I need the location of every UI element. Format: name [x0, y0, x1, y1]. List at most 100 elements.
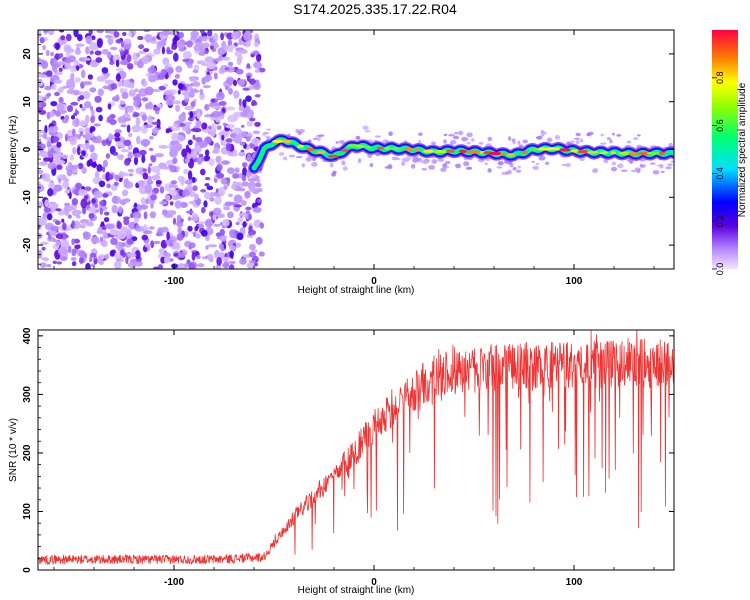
noise-blob — [225, 77, 235, 85]
ridge-scatter — [636, 168, 641, 174]
noise-blob — [237, 78, 246, 87]
noise-blob — [138, 44, 145, 50]
noise-blob — [144, 184, 153, 193]
noise-blob — [75, 244, 81, 248]
noise-blob — [38, 217, 47, 226]
noise-blob — [140, 139, 151, 147]
noise-blob — [228, 264, 235, 269]
noise-blob — [44, 85, 52, 91]
noise-blob — [70, 101, 79, 106]
ridge-scatter — [288, 154, 296, 158]
noise-blob — [249, 117, 256, 122]
noise-blob — [87, 74, 93, 80]
noise-blob — [68, 82, 76, 90]
noise-blob — [153, 240, 161, 245]
noise-blob — [62, 175, 67, 181]
noise-blob — [227, 167, 235, 175]
noise-blob — [133, 156, 139, 166]
ridge-scatter — [382, 139, 389, 144]
ridge-scatter — [401, 162, 405, 166]
noise-blob — [66, 105, 74, 112]
noise-blob — [96, 75, 107, 82]
noise-blob — [190, 89, 200, 94]
noise-blob — [215, 155, 222, 164]
noise-blob — [153, 266, 160, 269]
spectrogram-signal-ridge — [248, 125, 674, 177]
ridge-scatter — [656, 164, 663, 167]
noise-blob — [80, 69, 86, 79]
noise-blob — [224, 201, 232, 207]
ridge-scatter — [536, 135, 543, 140]
noise-blob — [102, 159, 108, 168]
snr-background — [38, 330, 674, 570]
ridge-scatter — [341, 160, 346, 166]
y-tick-label: 0 — [22, 146, 33, 152]
noise-blob — [38, 184, 45, 193]
noise-blob — [104, 79, 114, 85]
ridge-scatter — [496, 166, 503, 169]
noise-blob — [187, 139, 193, 146]
noise-blob — [216, 172, 225, 179]
noise-blob — [84, 133, 92, 141]
noise-blob — [207, 253, 214, 262]
noise-blob — [166, 231, 170, 241]
noise-blob — [77, 162, 84, 170]
noise-blob — [134, 88, 139, 92]
noise-blob — [174, 34, 178, 42]
noise-blob — [206, 61, 216, 70]
noise-blob — [58, 86, 64, 93]
noise-blob — [102, 193, 109, 198]
ridge-scatter — [448, 133, 455, 137]
noise-blob — [105, 30, 110, 34]
ridge-scatter — [511, 138, 516, 142]
noise-blob — [173, 52, 179, 62]
noise-blob — [158, 145, 169, 149]
ridge-peak — [433, 150, 448, 154]
noise-blob — [219, 234, 227, 242]
noise-blob — [91, 198, 96, 204]
noise-blob — [51, 136, 60, 143]
noise-blob — [140, 197, 146, 205]
noise-blob — [221, 107, 226, 114]
noise-blob — [161, 226, 169, 233]
noise-blob — [59, 52, 64, 59]
ridge-scatter — [478, 141, 484, 145]
ridge-scatter — [471, 138, 475, 142]
noise-blob — [39, 37, 45, 44]
noise-blob — [142, 172, 149, 180]
noise-blob — [67, 137, 78, 142]
x-tick-label: -100 — [164, 276, 184, 287]
noise-blob — [187, 170, 193, 181]
y-tick-label: 10 — [22, 96, 33, 108]
noise-blob — [188, 242, 196, 249]
noise-blob — [140, 79, 145, 85]
noise-blob — [111, 204, 118, 214]
noise-blob — [119, 100, 126, 105]
noise-blob — [175, 65, 183, 73]
noise-blob — [226, 106, 235, 111]
ridge-scatter — [573, 137, 581, 140]
ridge-scatter — [535, 162, 540, 166]
ridge-peak — [500, 152, 507, 156]
noise-blob — [182, 189, 191, 197]
noise-blob — [55, 220, 61, 225]
ridge-peak — [570, 149, 580, 153]
noise-blob — [58, 96, 64, 104]
noise-blob — [180, 177, 185, 186]
ridge-scatter — [531, 160, 535, 163]
noise-blob — [216, 163, 223, 172]
noise-blob — [227, 45, 234, 53]
noise-blob — [58, 67, 63, 72]
noise-blob — [228, 260, 236, 265]
noise-blob — [44, 199, 49, 207]
colorbar-tick-label: 0.0 — [715, 263, 725, 276]
noise-blob — [105, 153, 111, 159]
noise-blob — [50, 52, 54, 57]
noise-blob — [88, 212, 95, 219]
noise-blob — [152, 127, 159, 135]
noise-blob — [53, 203, 59, 208]
noise-blob — [112, 151, 119, 156]
ridge-scatter — [278, 152, 285, 156]
noise-blob — [63, 205, 73, 212]
noise-blob — [172, 123, 178, 128]
